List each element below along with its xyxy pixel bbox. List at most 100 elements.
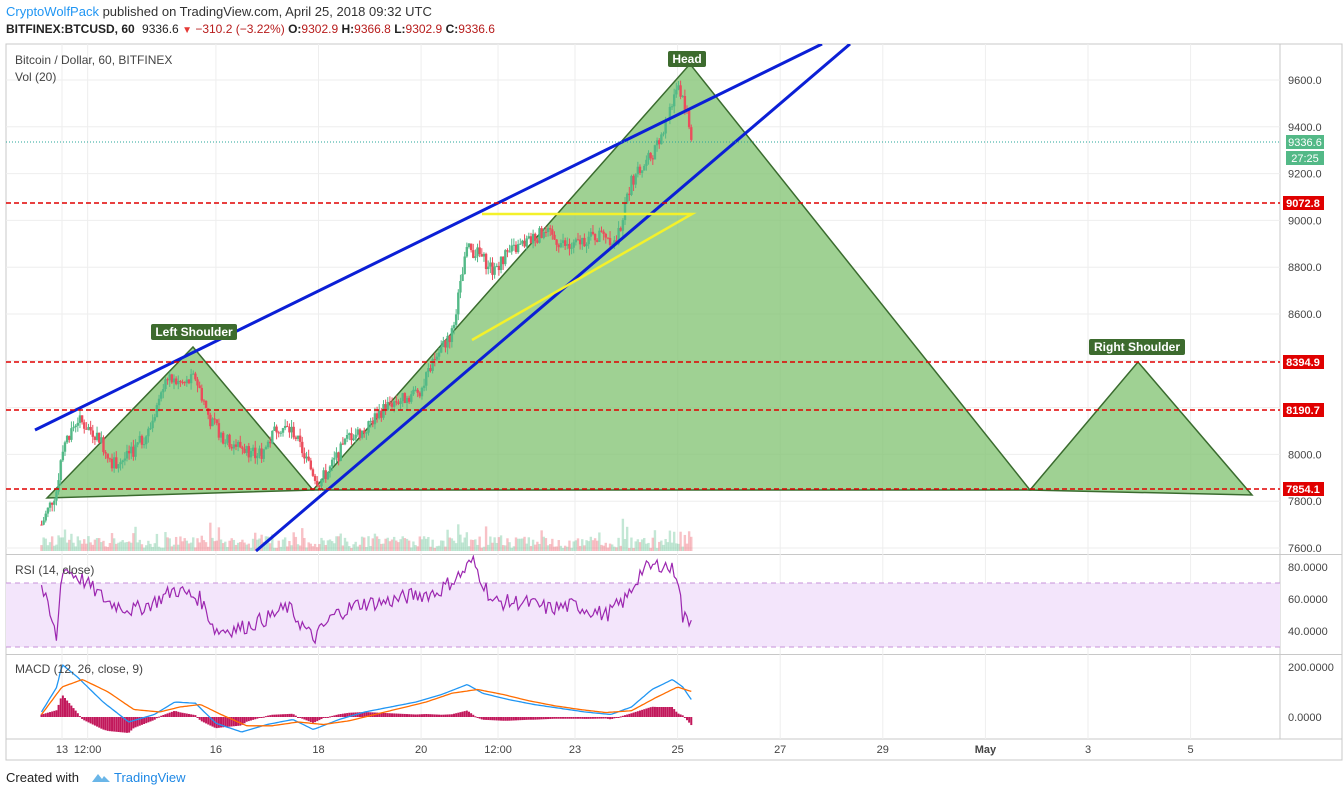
candle-body [125,450,129,459]
candle-body [87,426,90,430]
macd-histogram-bar [177,711,180,717]
candle-body [559,243,563,248]
volume-bar [459,534,462,551]
high-label: H: [341,22,355,36]
volume-bar [538,543,541,551]
lower-trend-line[interactable] [255,44,851,553]
macd-histogram-bar [202,717,205,723]
candle-body [457,292,460,315]
volume-bar [405,538,409,551]
macd-histogram-bar [91,717,94,725]
volume-bar [420,539,424,551]
macd-histogram-bar [226,717,229,727]
candle-body [258,448,261,456]
candle-body [448,335,451,343]
volume-bar [183,538,186,551]
macd-histogram-bar [378,712,381,717]
candle-body [136,442,139,445]
macd-histogram-bar [570,717,573,719]
macd-histogram-bar [491,717,494,721]
volume-bar [138,539,142,551]
candle-body [283,425,287,429]
macd-histogram-bar [446,714,449,717]
volume-bar [89,542,92,551]
candle-body [414,389,417,391]
candle-body [168,374,171,381]
macd-histogram-bar [418,714,421,717]
candle-body [204,400,208,409]
volume-bar [198,542,201,551]
open-label: O: [288,22,302,36]
candle-body [275,426,278,433]
volume-bar [53,545,56,551]
candle-body [544,231,548,233]
rsi-axis[interactable]: 40.0000 60.0000 80.0000 [1288,562,1328,638]
volume-bar [482,546,486,551]
candle-body [647,152,650,160]
volume-bar [239,542,242,551]
macd-histogram-bar [397,713,400,717]
candle-body [108,458,112,460]
macd-histogram-bar [574,717,577,719]
macd-histogram-bar [284,714,287,717]
tradingview-link[interactable]: TradingView [114,770,186,785]
candle-body [145,436,148,445]
volume-bar [512,546,516,551]
macd-histogram-bar [192,714,195,717]
macd-histogram-bar [121,717,124,733]
footer: Created with TradingView [6,769,186,786]
candle-body [363,430,366,434]
volume-bar [294,536,298,551]
candle-body [412,389,415,395]
macd-histogram-bar [632,712,635,717]
volume-bar [623,539,627,551]
candle-body [142,444,146,446]
volume-bar [110,533,114,551]
macd-histogram-bar [100,717,103,729]
macd-histogram-bar [348,712,351,717]
candle-body [348,433,351,436]
svg-text:8394.9: 8394.9 [1286,357,1320,369]
macd-histogram-bar [658,707,661,717]
volume-bar [566,546,569,551]
macd-histogram-bar [194,715,197,717]
volume-bar [106,546,109,551]
candle-body [121,460,124,463]
macd-histogram-bar [553,717,556,719]
candle-body [375,413,379,419]
author-link[interactable]: CryptoWolfPack [6,4,99,19]
candle-body [226,434,229,443]
time-axis[interactable]: 13 12:00 16 18 20 12:00 23 25 27 29 May 3 5 [56,744,1194,756]
volume-bar [570,547,573,551]
volume-bar [638,542,642,551]
macd-histogram-bar [493,717,496,721]
macd-histogram-bar [403,713,406,717]
volume-bar [151,546,154,551]
candle-body [70,428,73,440]
macd-histogram-bar [125,717,128,733]
candle-body [341,443,345,445]
macd-histogram-bar [290,713,293,717]
candle-body [683,95,687,110]
macd-histogram-bar [382,712,385,717]
high-value: 9366.8 [354,22,391,36]
candle-body [427,368,430,373]
wedge-top-line[interactable] [471,212,697,342]
macd-histogram-bar [187,713,190,717]
macd-histogram-bar [596,717,599,719]
candle-body [311,469,315,476]
volume-bar [59,537,62,551]
upper-trend-line[interactable] [34,44,823,432]
macd-axis[interactable]: 0.0000 200.0000 [1288,662,1334,724]
volume-bar [399,539,402,551]
candle-body [623,203,627,221]
price-candles [40,80,693,526]
candle-body [531,233,535,244]
volume-bar [200,535,203,551]
macd-histogram-bar [42,713,45,717]
support-resistance-levels [6,141,1280,490]
candle-body [305,456,308,459]
macd-histogram-bar [653,706,656,717]
volume-bar [185,540,189,551]
